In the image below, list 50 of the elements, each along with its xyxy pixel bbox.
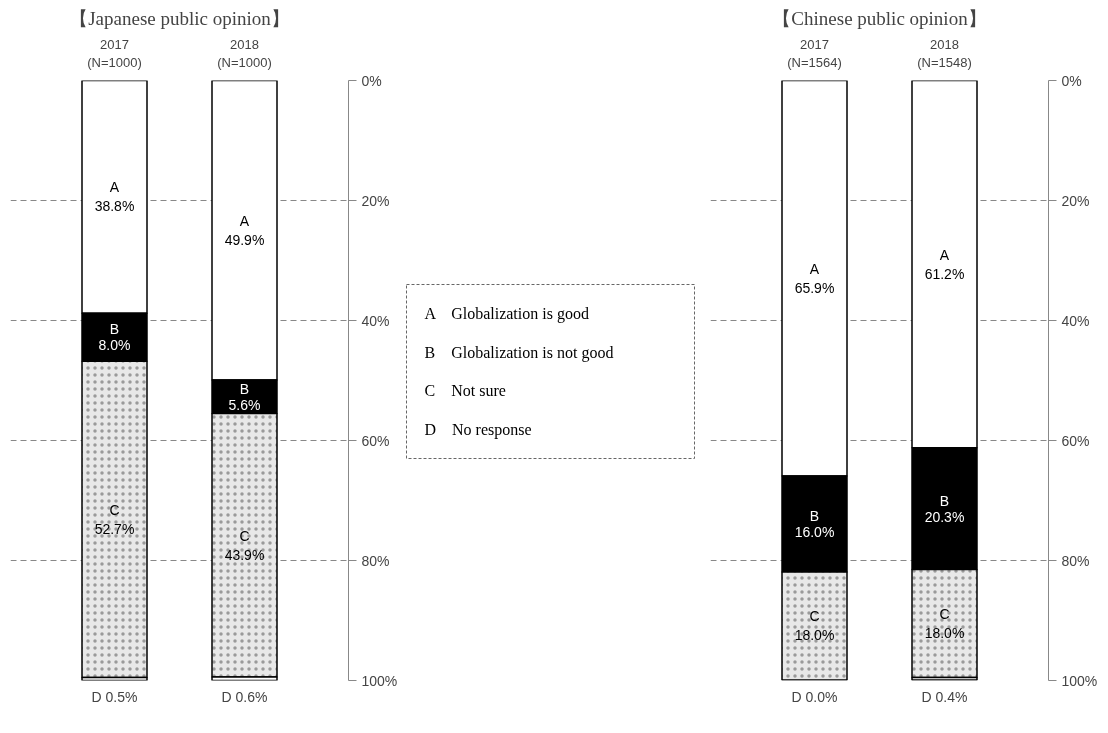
- y-tick-label: 0%: [1061, 72, 1082, 89]
- y-tick-label: 60%: [361, 432, 390, 449]
- series-label: C: [809, 608, 820, 625]
- text: A: [239, 212, 250, 229]
- data-label: 8.0%: [98, 337, 131, 354]
- text: B: [939, 492, 950, 509]
- text: A Globalization is good: [424, 305, 589, 323]
- data-label: 61.2%: [924, 265, 965, 282]
- text: D No response: [424, 421, 532, 439]
- y-tick-label: 40%: [1061, 312, 1090, 329]
- y-tick-label: 100%: [1061, 672, 1098, 689]
- text: B Globalization is not good: [424, 343, 614, 362]
- text: D 0.4%: [921, 688, 968, 705]
- text: D 0.6%: [221, 688, 268, 705]
- chart-title: 【Japanese public opinion】: [69, 7, 290, 29]
- text: C: [939, 605, 950, 622]
- series-label: B: [239, 380, 250, 397]
- y-tick-label: 80%: [361, 552, 390, 569]
- x-tick-label: 2017 (N=1000): [87, 36, 142, 70]
- y-tick-label: 0%: [361, 72, 382, 89]
- y-tick-label: 100%: [361, 672, 398, 689]
- text: D 0.0%: [791, 688, 838, 705]
- y-tick-label: 20%: [1061, 192, 1090, 209]
- data-label: 18.0%: [924, 625, 965, 642]
- x-tick-label: 2017 (N=1564): [787, 36, 842, 70]
- text: C: [239, 527, 250, 544]
- data-label: 16.0%: [794, 523, 835, 540]
- x-tick-label: 2018 (N=1000): [217, 36, 272, 70]
- y-tick-label: 60%: [1061, 432, 1090, 449]
- series-label: A: [109, 179, 120, 196]
- data-label: 65.9%: [794, 279, 835, 296]
- y-tick-label: 20%: [361, 192, 390, 209]
- series-label: C: [109, 501, 120, 518]
- data-label: 49.9%: [224, 231, 265, 248]
- data-label: 52.7%: [94, 521, 135, 537]
- y-tick-label: 40%: [361, 312, 390, 329]
- chart-title: 【Chinese public opinion】: [772, 7, 987, 29]
- data-label: 43.9%: [224, 546, 265, 563]
- text: A: [939, 246, 950, 263]
- series-label: B: [809, 507, 820, 524]
- y-tick-label: 80%: [1061, 552, 1090, 569]
- text: D 0.5%: [91, 688, 138, 705]
- data-label: 20.3%: [924, 508, 965, 525]
- series-label: A: [809, 260, 820, 277]
- data-label: 18.0%: [794, 627, 835, 644]
- x-tick-label: 2018 (N=1548): [917, 36, 972, 70]
- text: C Not sure: [424, 382, 506, 400]
- data-label: 38.8%: [94, 198, 135, 215]
- text: B: [109, 321, 120, 338]
- data-label: 5.6%: [228, 396, 261, 413]
